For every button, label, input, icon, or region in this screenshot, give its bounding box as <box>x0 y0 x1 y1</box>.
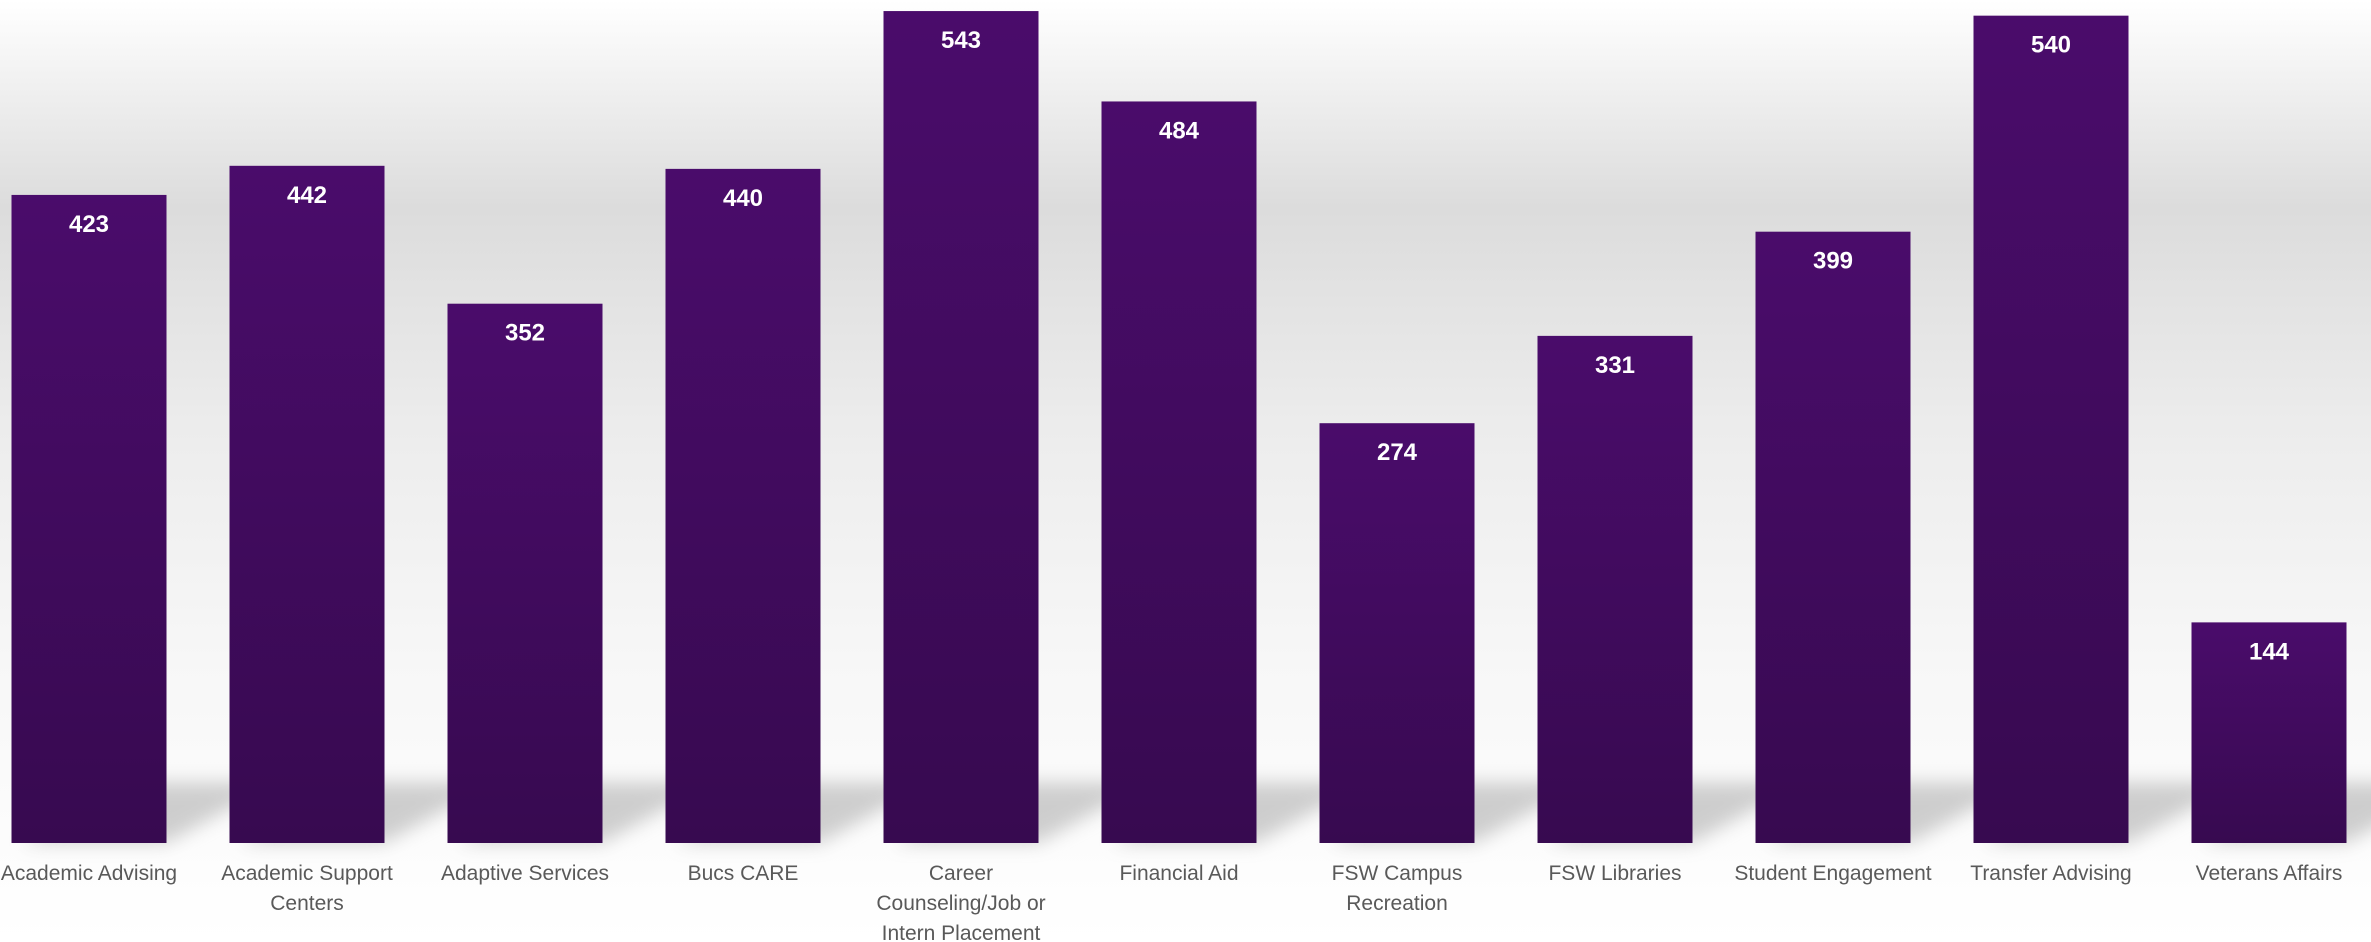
category-label: FSW Libraries <box>1548 862 1681 885</box>
bar <box>665 168 821 843</box>
category-label: Financial Aid <box>1119 862 1238 885</box>
category-label: Adaptive Services <box>441 862 609 885</box>
category-label: Student Engagement <box>1734 862 1931 885</box>
bar <box>1101 101 1257 843</box>
bar-value-label: 399 <box>1813 248 1853 275</box>
bar-value-label: 442 <box>287 182 327 209</box>
category-label-line: FSW Campus <box>1332 862 1463 885</box>
bars-group <box>11 11 2347 844</box>
value-labels-group: 423 442 352 440 543 484 274 331 399 540 144 <box>69 27 2290 665</box>
category-label: Transfer Advising <box>1970 862 2131 885</box>
category-label-line: Transfer Advising <box>1970 862 2131 885</box>
bar-value-label: 352 <box>505 320 545 347</box>
category-label-line: Bucs CARE <box>688 862 799 885</box>
category-label: Bucs CARE <box>688 862 799 885</box>
category-labels-group: Academic Advising Academic Support Centers… <box>1 862 2342 942</box>
category-label: Career Counseling/Job or Intern Placement <box>876 862 1045 942</box>
bar-value-label: 331 <box>1595 352 1635 379</box>
category-label: Academic Support Centers <box>221 862 393 915</box>
category-label: Academic Advising <box>1 862 177 885</box>
category-label: Veterans Affairs <box>2196 862 2343 885</box>
bar <box>447 303 603 843</box>
bar-value-label: 423 <box>69 211 109 238</box>
category-label-line: Centers <box>270 892 344 915</box>
bar-value-label: 440 <box>723 185 763 212</box>
category-label-line: Student Engagement <box>1734 862 1931 885</box>
bar-value-label: 484 <box>1159 117 1200 144</box>
category-label-line: Intern Placement <box>882 922 1041 942</box>
category-label-line: Academic Support <box>221 862 393 885</box>
bar <box>1537 335 1693 843</box>
bar <box>11 194 167 844</box>
category-label-line: Financial Aid <box>1119 862 1238 885</box>
bar-value-label: 540 <box>2031 32 2071 59</box>
category-label-line: Veterans Affairs <box>2196 862 2343 885</box>
bar <box>229 165 385 843</box>
category-label-line: Academic Advising <box>1 862 177 885</box>
bar-value-label: 144 <box>2249 638 2290 665</box>
category-label-line: Recreation <box>1346 892 1448 915</box>
bar-value-label: 543 <box>941 27 981 54</box>
bar <box>2191 622 2347 843</box>
bar <box>1755 231 1911 843</box>
bar <box>883 11 1039 844</box>
bar <box>1319 423 1475 843</box>
category-label-line: FSW Libraries <box>1548 862 1681 885</box>
bar <box>1973 15 2129 844</box>
category-label-line: Counseling/Job or <box>876 892 1045 915</box>
category-label-line: Career <box>929 862 993 885</box>
bar-value-label: 274 <box>1377 439 1418 466</box>
category-label-line: Adaptive Services <box>441 862 609 885</box>
category-label: FSW Campus Recreation <box>1332 862 1463 915</box>
